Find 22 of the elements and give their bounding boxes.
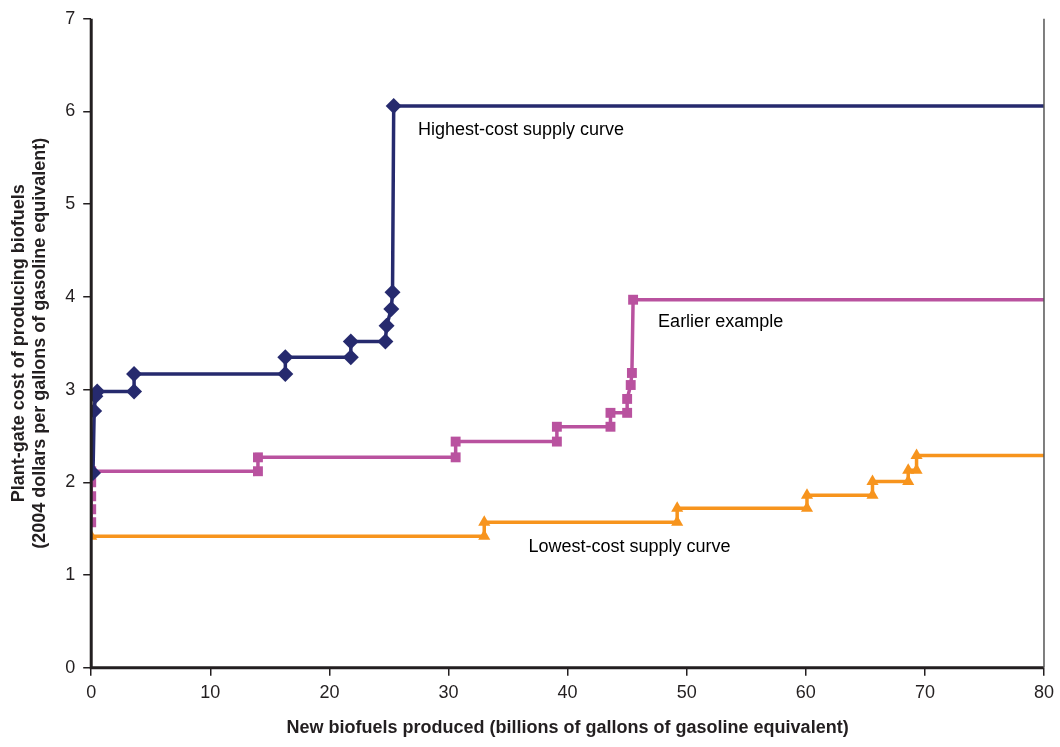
y-tick-label: 4 [65, 285, 76, 306]
x-tick-label: 50 [676, 681, 697, 702]
y-tick-label: 0 [65, 656, 76, 677]
y-tick-label: 5 [65, 193, 76, 214]
x-tick-label: 70 [914, 681, 935, 702]
x-tick-label: 0 [86, 681, 97, 702]
series-label: Lowest-cost supply curve [528, 536, 731, 557]
x-axis-title: New biofuels produced (billions of gallons of gasoline equivalent) [286, 717, 849, 738]
x-tick-label: 40 [557, 681, 578, 702]
y-tick-label: 1 [65, 564, 76, 585]
y-tick-label: 3 [65, 378, 76, 399]
x-tick-label: 60 [795, 681, 816, 702]
series-label: Highest-cost supply curve [418, 118, 625, 139]
x-tick-label: 30 [438, 681, 459, 702]
y-tick-label: 7 [65, 7, 76, 28]
y-tick-label: 6 [65, 100, 76, 121]
y-tick-label: 2 [65, 471, 76, 492]
x-tick-label: 80 [1033, 681, 1054, 702]
y-axis-title: Plant-gate cost of producing biofuels (2004 dollars per gallons of gasoline equivalent) [7, 137, 50, 549]
x-tick-label: 10 [200, 681, 221, 702]
x-tick-label: 20 [319, 681, 340, 702]
series-label: Earlier example [658, 310, 784, 331]
